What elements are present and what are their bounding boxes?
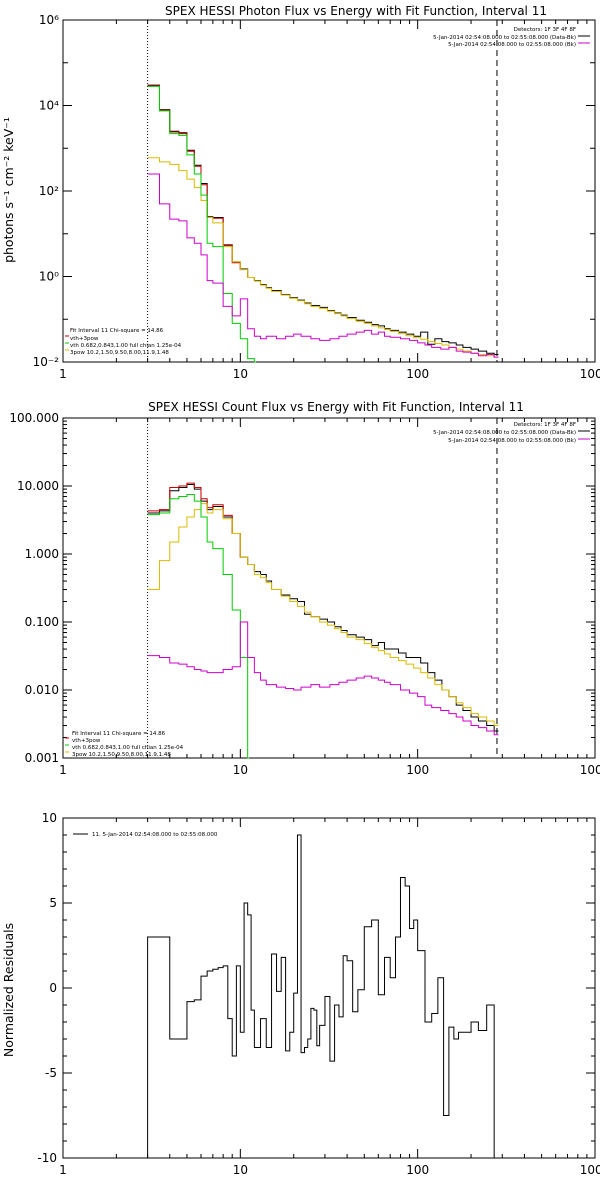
- series-vth-component: [147, 85, 256, 363]
- y-tick-label: -5: [45, 1066, 57, 1080]
- y-tick-label: 0.010: [25, 683, 59, 697]
- residuals-legend-label: 11. 5-Jan-2014 02:54:08.000 to 02:55:08.…: [92, 832, 218, 838]
- count-legend-bk-label: 5-Jan-2014 02:54:08.000 to 02:55:08.000 …: [448, 438, 576, 444]
- y-tick-label: 0.001: [25, 751, 59, 765]
- series-background: [147, 621, 499, 736]
- series-background: [147, 173, 499, 358]
- residuals-series: [147, 834, 499, 1159]
- series-data-minus-bk: [147, 484, 499, 732]
- y-tick-label: 10²: [39, 184, 59, 198]
- y-tick-label: 10.000: [17, 479, 59, 493]
- y-tick-label: 0.100: [25, 615, 59, 629]
- x-tick-label: 1: [59, 763, 67, 777]
- count-flux-panel: SPEX HESSI Count Flux vs Energy with Fit…: [9, 400, 600, 777]
- photon-legend-total-label: vth+3pow: [70, 336, 99, 342]
- y-tick-label: 0: [49, 981, 57, 995]
- photon-legend-bk-label: 5-Jan-2014 02:54:08.000 to 02:55:08.000 …: [448, 42, 576, 48]
- y-tick-label: 10⁶: [39, 13, 59, 27]
- y-tick-label: 1.000: [25, 547, 59, 561]
- series-3pow-component: [147, 157, 499, 358]
- x-tick-label: 100: [406, 367, 429, 381]
- y-tick-label: 10: [42, 811, 57, 825]
- count-legend-total-label: vth+3pow: [72, 738, 101, 744]
- photon-legend-data-label: 5-Jan-2014 02:54:08.000 to 02:55:08.000 …: [433, 35, 576, 41]
- y-tick-label: -10: [37, 1151, 57, 1165]
- x-tick-label: 10: [233, 367, 248, 381]
- x-tick-label: 100: [406, 763, 429, 777]
- plot-frame-1: [62, 417, 596, 759]
- y-tick-label: 5: [49, 896, 57, 910]
- series-vth-component: [147, 493, 250, 759]
- series-data-minus-bk: [147, 84, 499, 355]
- series-3pow-component: [147, 503, 499, 727]
- x-tick-label: 1: [59, 367, 67, 381]
- count-legend-vth-label: vth 0.682,0.843,1.00 full chian 1.25e-04: [72, 745, 184, 751]
- x-tick-label: 1: [59, 1163, 67, 1177]
- photon-fit-interval-label: Fit Interval 11 Chi-square = 14.86: [70, 328, 164, 334]
- x-tick-label: 10: [233, 763, 248, 777]
- photon-flux-title: SPEX HESSI Photon Flux vs Energy with Fi…: [165, 4, 547, 18]
- plot-frame-2: [62, 817, 596, 1159]
- residuals-panel: Normalized Residuals 11. 5-Jan-2014 02:5…: [1, 811, 600, 1177]
- count-flux-title: SPEX HESSI Count Flux vs Energy with Fit…: [148, 400, 524, 414]
- photon-legend-vth-label: vth 0.682,0.843,1.00 full chian 1.25e-04: [70, 343, 182, 349]
- photon-flux-y-axis-label: photons s⁻¹ cm⁻² keV⁻¹: [1, 117, 16, 263]
- y-tick-label: 100.000: [9, 411, 59, 425]
- count-legend-data-label: 5-Jan-2014 02:54:08.000 to 02:55:08.000 …: [433, 430, 576, 436]
- x-tick-label: 10: [233, 1163, 248, 1177]
- count-detectors-label: Detectors: 1F 3F 4F 8F: [514, 422, 576, 428]
- photon-flux-panel: SPEX HESSI Photon Flux vs Energy with Fi…: [1, 4, 600, 381]
- count-fit-interval-label: Fit Interval 11 Chi-square = 14.86: [72, 731, 166, 737]
- x-tick-label: 100: [406, 1163, 429, 1177]
- photon-legend-3pow-label: 3pow 10.2,1.50,9.50,8.00,11.9,1.48: [70, 350, 169, 356]
- residuals-y-axis-label: Normalized Residuals: [1, 923, 16, 1057]
- count-legend-3pow-label: 3pow 10.2,1.50,9.50,8.00,11.9,1.48: [72, 752, 171, 758]
- y-tick-label: 10⁻²: [33, 355, 60, 369]
- photon-detectors-label: Detectors: 1F 3F 4F 8F: [514, 27, 576, 33]
- y-tick-label: 10⁰: [39, 270, 59, 284]
- y-tick-label: 10⁴: [39, 99, 59, 113]
